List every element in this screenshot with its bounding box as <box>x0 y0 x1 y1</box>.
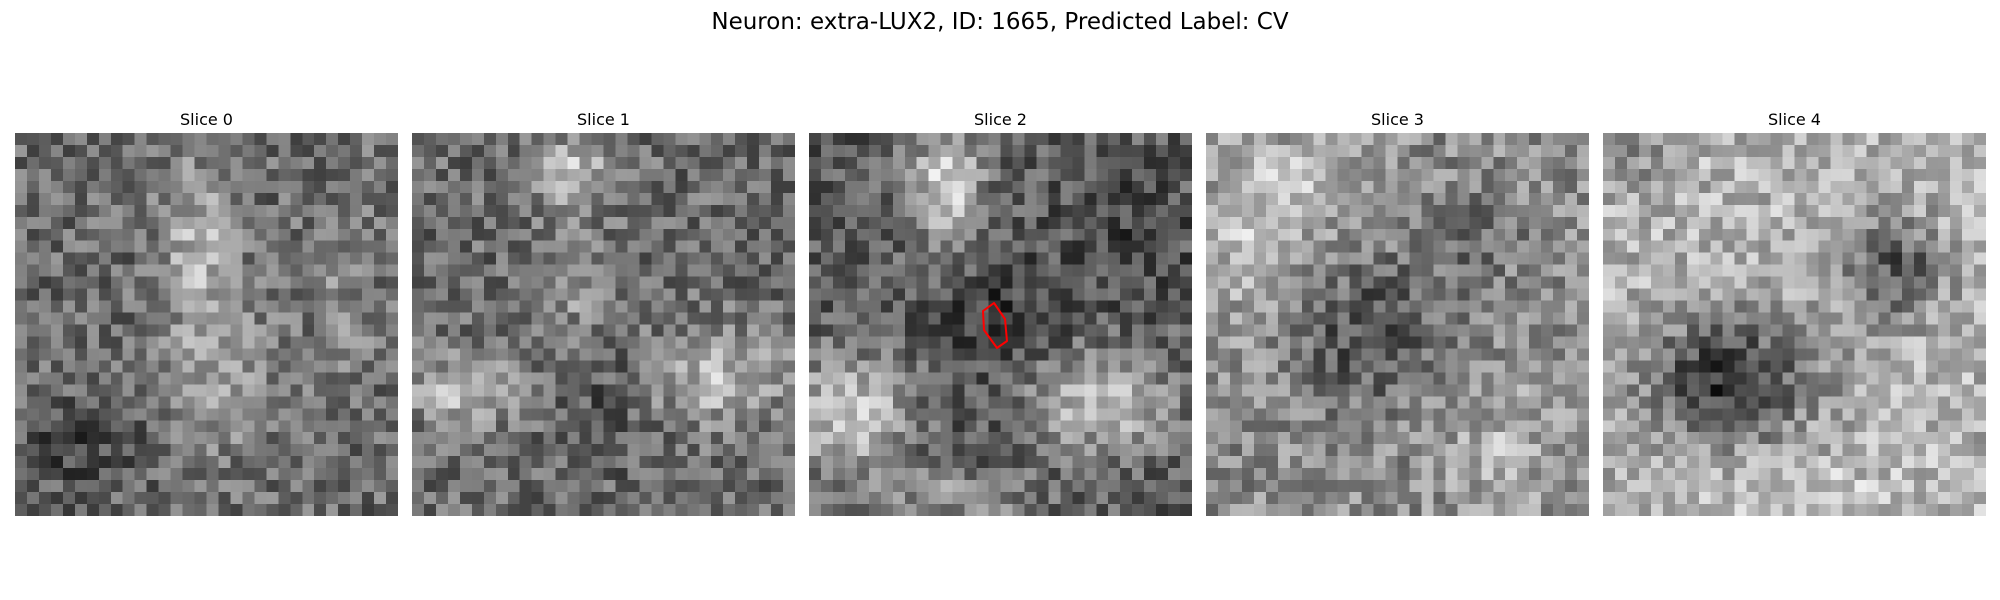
slice-title-2: Slice 2 <box>974 110 1027 129</box>
roi-contour <box>982 302 1008 349</box>
slice-panel-1: Slice 1 <box>412 110 795 516</box>
slice-title-0: Slice 0 <box>180 110 233 129</box>
slice-image-4 <box>1603 133 1986 516</box>
slice-image-2 <box>809 133 1192 516</box>
slice-panel-3: Slice 3 <box>1206 110 1589 516</box>
slice-title-3: Slice 3 <box>1371 110 1424 129</box>
slice-panel-4: Slice 4 <box>1603 110 1986 516</box>
slice-image-1 <box>412 133 795 516</box>
slice-panel-2: Slice 2 <box>809 110 1192 516</box>
slice-panel-0: Slice 0 <box>15 110 398 516</box>
slice-title-4: Slice 4 <box>1768 110 1821 129</box>
slice-image-0 <box>15 133 398 516</box>
slice-image-3 <box>1206 133 1589 516</box>
figure-title: Neuron: extra-LUX2, ID: 1665, Predicted … <box>711 9 1289 35</box>
slice-title-1: Slice 1 <box>577 110 630 129</box>
